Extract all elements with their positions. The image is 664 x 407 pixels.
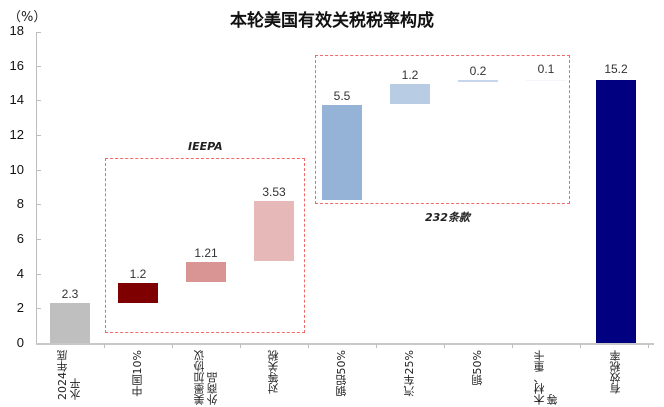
value-label: 0.1 — [537, 62, 555, 76]
x-tick — [580, 344, 581, 348]
y-axis-line — [36, 32, 37, 344]
x-tick — [104, 344, 105, 348]
ieepa-group-label: IEEPA — [188, 140, 223, 153]
bar-steel-aluminum — [322, 105, 362, 200]
bar-copper — [458, 80, 498, 82]
value-label: 1.2 — [401, 68, 419, 82]
category-label: 铜50% — [471, 350, 484, 386]
x-tick — [308, 344, 309, 348]
bar-lumber-trucks — [526, 80, 566, 81]
section-232-group-label: 232条款 — [425, 211, 470, 224]
category-label: 2024年底 水平 — [56, 350, 82, 400]
x-tick — [512, 344, 513, 348]
value-label: 1.2 — [129, 267, 147, 281]
y-tick — [36, 239, 41, 240]
y-tick — [36, 170, 41, 171]
y-tick — [36, 32, 41, 33]
x-axis-line — [36, 343, 654, 345]
bar-china-10 — [118, 283, 158, 303]
value-label: 0.2 — [469, 64, 487, 78]
bar-reciprocal — [254, 201, 294, 261]
x-tick — [444, 344, 445, 348]
y-tick — [36, 100, 41, 101]
bar-autos — [390, 84, 430, 104]
y-tick-label: 12 — [9, 127, 24, 142]
bar-usmca-exempt — [186, 262, 226, 282]
value-label: 2.3 — [61, 287, 79, 301]
x-tick — [172, 344, 173, 348]
x-tick — [376, 344, 377, 348]
bar-effective-rate — [596, 80, 636, 343]
y-tick — [36, 204, 41, 205]
y-tick-label: 18 — [9, 23, 24, 38]
category-label: 汽车25% — [403, 350, 416, 397]
category-label: 对等关税 — [267, 350, 280, 394]
category-label: 美墨加协议 外商品 — [193, 350, 219, 405]
chart-title: 本轮美国有效关税税率构成 — [230, 11, 434, 31]
bar-2024-baseline — [50, 303, 90, 343]
value-label: 15.2 — [604, 62, 628, 76]
y-tick-label: 16 — [9, 58, 24, 73]
category-label: 木材、重卡等 — [533, 350, 559, 405]
category-label: 中国10% — [131, 350, 144, 397]
section-232-group-box — [315, 55, 570, 204]
y-tick-label: 10 — [9, 162, 24, 177]
x-tick — [648, 344, 649, 348]
y-tick — [36, 135, 41, 136]
value-label: 3.53 — [262, 185, 286, 199]
value-label: 5.5 — [333, 89, 351, 103]
value-label: 1.21 — [194, 246, 218, 260]
y-tick — [36, 274, 41, 275]
ieepa-group-box — [105, 158, 305, 333]
category-label: 有效税率 — [609, 350, 622, 394]
y-tick — [36, 308, 41, 309]
y-tick-label: 0 — [16, 335, 24, 350]
y-tick-label: 8 — [16, 196, 24, 211]
x-tick — [240, 344, 241, 348]
y-tick — [36, 66, 41, 67]
category-label: 钢铝50% — [335, 350, 348, 397]
y-tick-label: 4 — [16, 266, 24, 281]
y-tick-label: 2 — [16, 300, 24, 315]
y-axis-unit: （%） — [8, 10, 47, 25]
y-tick-label: 14 — [9, 92, 24, 107]
y-tick-label: 6 — [16, 231, 24, 246]
